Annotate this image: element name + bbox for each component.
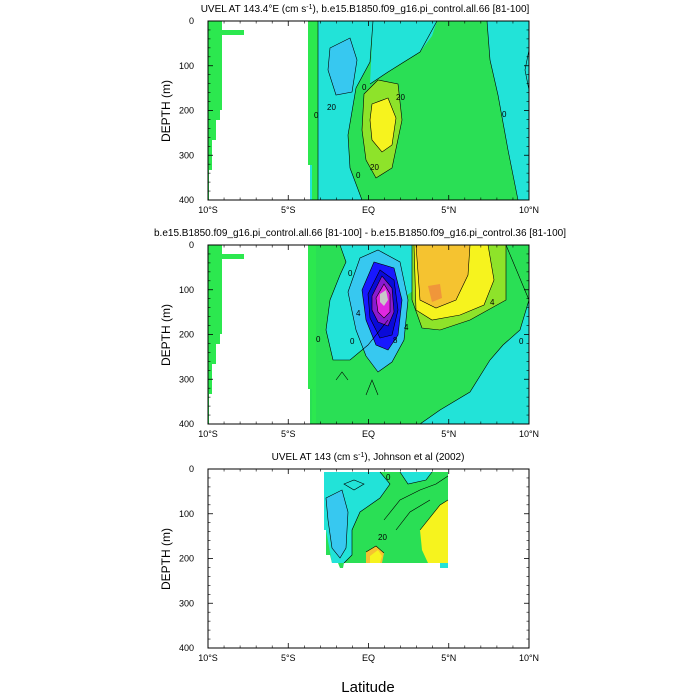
x-tick-label: 10°N	[519, 205, 539, 215]
panel-3: UVEL AT 143 (cm s-1), Johnson et al (200…	[159, 452, 539, 663]
y-tick-label: 300	[179, 374, 194, 384]
contour-label: 4	[490, 298, 495, 307]
panel-2-darkorange	[428, 284, 442, 302]
x-tick-label: 5°S	[281, 653, 296, 663]
y-tick-label: 400	[179, 419, 194, 429]
y-tick-label: 200	[179, 106, 194, 116]
contour-label: 0	[350, 337, 355, 346]
contour-label: 20	[378, 533, 387, 542]
contour-label: 8	[393, 336, 398, 345]
panel-3-contour-labels: 20 0	[378, 473, 391, 542]
panel-3-yellow	[420, 500, 448, 563]
panel-2-ylabel: DEPTH (m)	[159, 304, 173, 366]
panel-1-title: UVEL AT 143.4°E (cm s-1), b.e15.B1850.f0…	[201, 4, 530, 15]
panel-3-fill	[324, 472, 448, 568]
panel-2-fill	[208, 245, 529, 424]
contour-label: 0	[348, 269, 353, 278]
contour-label: 0	[316, 335, 321, 344]
contour-label: 0	[502, 110, 507, 119]
panel-2-coast	[308, 245, 316, 424]
y-tick-label: 0	[189, 16, 194, 26]
panel-1-ylabel: DEPTH (m)	[159, 80, 173, 142]
panel-2-contours	[320, 244, 530, 425]
contour-label: 0	[519, 337, 524, 346]
x-tick-label: 10°S	[198, 205, 218, 215]
panel-1-right-cyan	[487, 21, 529, 200]
panel-2-land-mask	[222, 245, 308, 424]
panel-1-land-mask	[222, 21, 308, 200]
x-tick-label: EQ	[362, 653, 375, 663]
x-tick-label: 5°S	[281, 429, 296, 439]
contour-label: 20	[370, 163, 379, 172]
panel-3-title: UVEL AT 143 (cm s-1), Johnson et al (200…	[272, 452, 465, 463]
panel-1: UVEL AT 143.4°E (cm s-1), b.e15.B1850.f0…	[159, 4, 539, 215]
panel-2-orange	[416, 245, 470, 308]
panel-3-cyan-right	[440, 563, 448, 568]
contour-label: 0	[356, 171, 361, 180]
x-axis-label: Latitude	[341, 679, 394, 696]
panel-1-lightblue	[328, 38, 357, 95]
panel-2-title: b.e15.B1850.f09_g16.pi_control.all.66 [8…	[154, 228, 566, 239]
panel-3-contours	[325, 471, 449, 564]
panel-2-gray-core	[380, 290, 388, 306]
panel-1-coast	[308, 21, 318, 200]
x-tick-label: EQ	[362, 429, 375, 439]
x-tick-label: 10°S	[198, 429, 218, 439]
panel-1-yellow-core	[370, 98, 396, 152]
x-tick-label: 10°N	[519, 429, 539, 439]
panel-2-contour-labels: 4 4 4 0 0 0 8 0	[316, 269, 524, 346]
contour-label: 4	[356, 309, 361, 318]
y-tick-label: 300	[179, 150, 194, 160]
y-tick-label: 100	[179, 509, 194, 519]
x-tick-label: 5°N	[441, 429, 456, 439]
y-tick-label: 400	[179, 643, 194, 653]
y-tick-label: 200	[179, 554, 194, 564]
contour-label: 4	[404, 323, 409, 332]
panel-3-lightblue	[326, 490, 348, 558]
y-tick-label: 200	[179, 330, 194, 340]
x-tick-label: 10°N	[519, 653, 539, 663]
x-tick-label: EQ	[362, 205, 375, 215]
x-tick-label: 5°N	[441, 205, 456, 215]
panel-3-yellow-bottom	[370, 550, 382, 563]
panel-1-fill	[208, 21, 529, 200]
y-tick-label: 100	[179, 285, 194, 295]
panel-2: b.e15.B1850.f09_g16.pi_control.all.66 [8…	[154, 228, 566, 439]
panel-1-cyan-region	[310, 21, 373, 200]
y-tick-label: 0	[189, 464, 194, 474]
y-tick-label: 100	[179, 61, 194, 71]
y-tick-label: 400	[179, 195, 194, 205]
contour-label: 0	[362, 83, 367, 92]
panel-2-shelf	[208, 245, 244, 424]
panel-1-cyan-top	[370, 21, 437, 84]
y-tick-label: 0	[189, 240, 194, 250]
y-tick-label: 300	[179, 598, 194, 608]
x-tick-label: 10°S	[198, 653, 218, 663]
x-tick-label: 5°N	[441, 653, 456, 663]
contour-label: 20	[327, 103, 336, 112]
contour-label: 20	[396, 93, 405, 102]
panel-1-contour-labels: 20 20 20 0 0 0 0	[314, 83, 507, 180]
panel-3-cyan-top-right	[400, 472, 432, 484]
contour-label: 0	[314, 111, 319, 120]
panel-3-ylabel: DEPTH (m)	[159, 528, 173, 590]
x-tick-label: 5°S	[281, 205, 296, 215]
panel-1-shelf	[208, 21, 244, 200]
contour-label: 0	[386, 473, 391, 482]
